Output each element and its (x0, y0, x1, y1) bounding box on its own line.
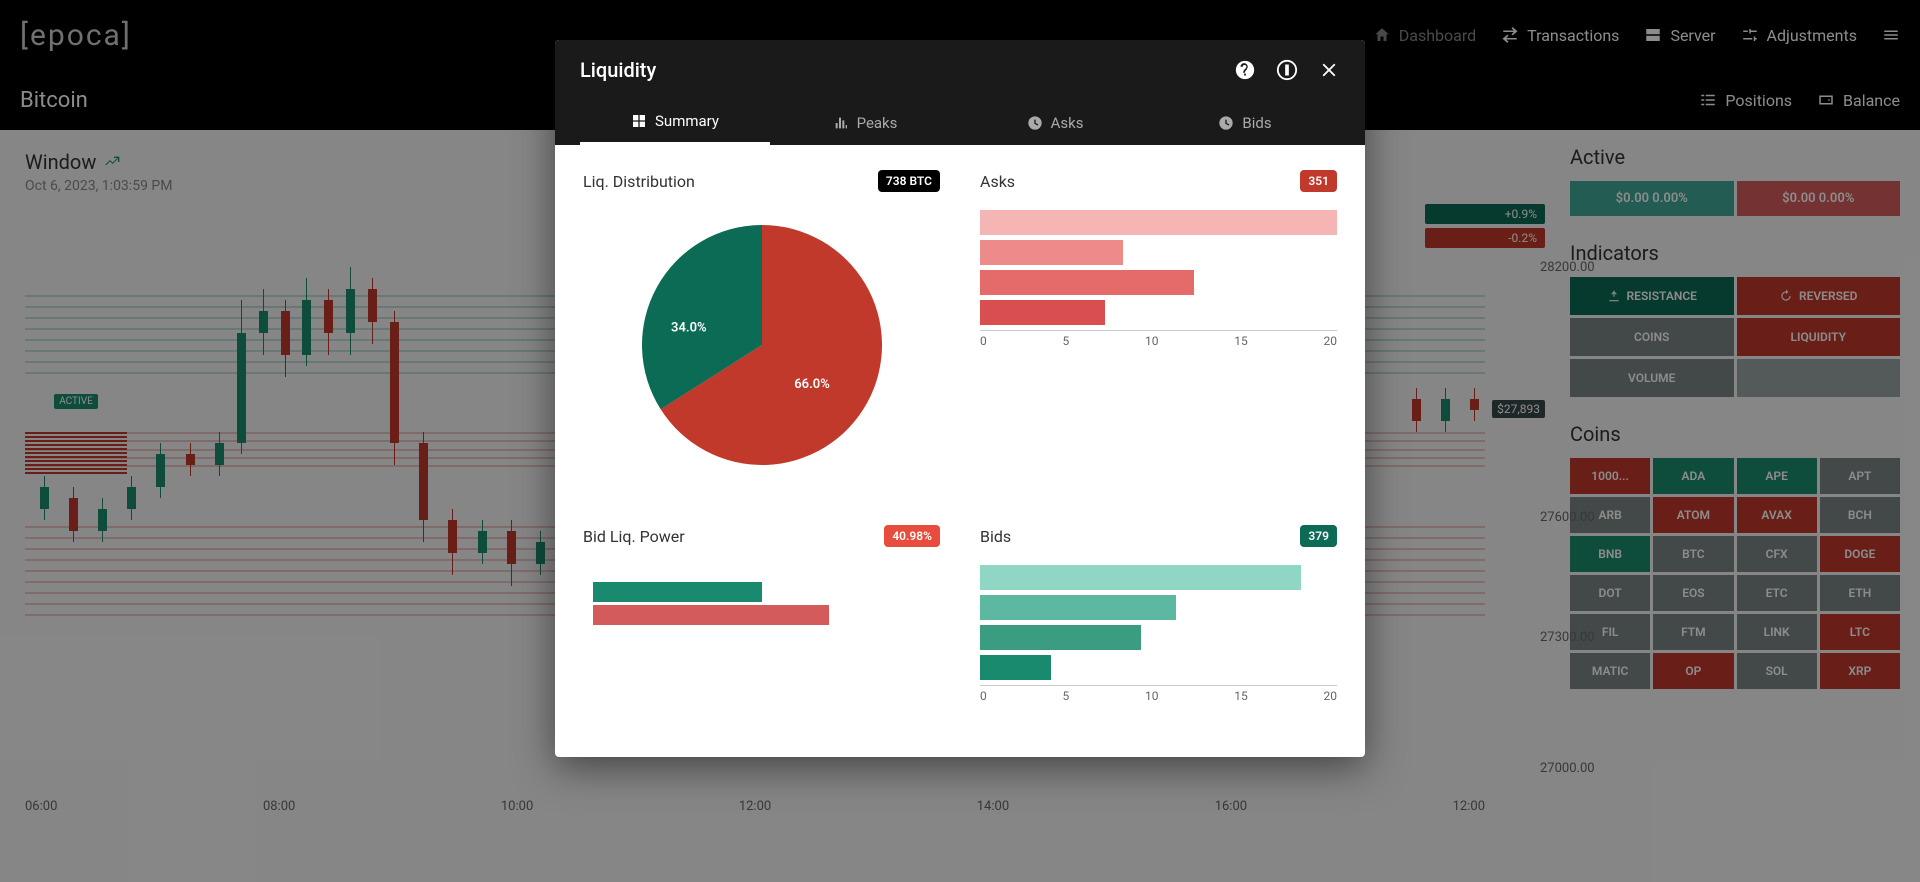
dist-panel: Liq. Distribution 738 BTC 66.0% 34.0% (583, 170, 940, 495)
modal-title-row: Liquidity (580, 58, 1340, 82)
svg-text:66.0%: 66.0% (794, 377, 830, 392)
asks-badge: 351 (1300, 170, 1337, 192)
bids-title: Bids (980, 527, 1011, 546)
blp-badge: 40.98% (884, 525, 940, 547)
bids-badge: 379 (1300, 525, 1337, 547)
dist-pie: 66.0% 34.0% (583, 207, 940, 495)
asks-panel: Asks 351 05101520 (980, 170, 1337, 495)
blp-ask-bar (593, 605, 829, 625)
help-icon[interactable] (1234, 59, 1256, 81)
tab-bids[interactable]: Bids (1150, 100, 1340, 145)
modal-header: Liquidity SummaryPeaksAsksBids (555, 40, 1365, 145)
blp-panel: Bid Liq. Power 40.98% (583, 525, 940, 732)
modal-tabs: SummaryPeaksAsksBids (580, 100, 1340, 145)
tab-peaks[interactable]: Peaks (770, 100, 960, 145)
tab-summary[interactable]: Summary (580, 100, 770, 145)
close-icon[interactable] (1318, 59, 1340, 81)
bids-panel: Bids 379 05101520 (980, 525, 1337, 732)
modal-title: Liquidity (580, 58, 656, 82)
liquidity-modal: Liquidity SummaryPeaksAsksBids Liq. Dist… (555, 40, 1365, 757)
dist-badge: 738 BTC (878, 170, 940, 192)
asks-title: Asks (980, 172, 1015, 191)
blp-bars (583, 562, 940, 648)
svg-text:34.0%: 34.0% (671, 321, 707, 336)
info-icon[interactable] (1276, 59, 1298, 81)
blp-bid-bar (593, 582, 762, 602)
dist-title: Liq. Distribution (583, 172, 695, 191)
modal-header-icons (1234, 59, 1340, 81)
tab-asks[interactable]: Asks (960, 100, 1150, 145)
modal-body: Liq. Distribution 738 BTC 66.0% 34.0% Ask… (555, 145, 1365, 757)
asks-chart: 05101520 (980, 207, 1337, 377)
bids-chart: 05101520 (980, 562, 1337, 732)
modal-overlay[interactable]: Liquidity SummaryPeaksAsksBids Liq. Dist… (0, 0, 1920, 882)
blp-title: Bid Liq. Power (583, 527, 685, 546)
